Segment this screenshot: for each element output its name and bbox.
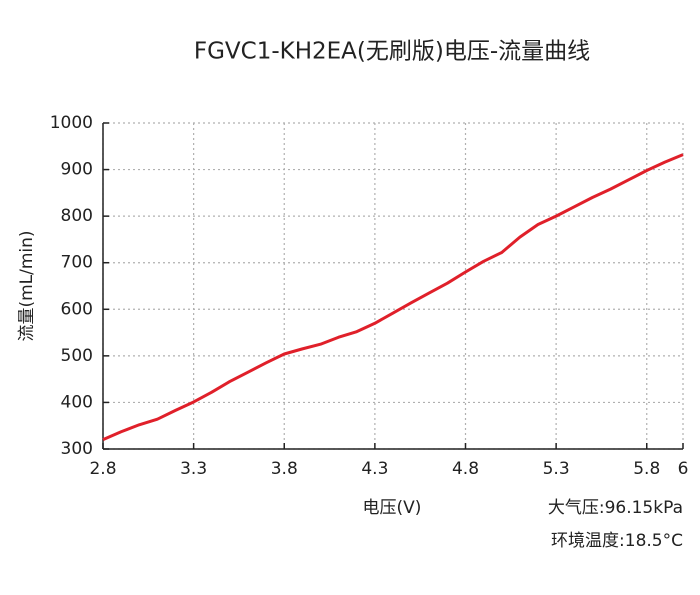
annotation: 环境温度:18.5°C [551,531,683,551]
x-tick-label: 3.3 [180,459,207,479]
x-tick-label: 3.8 [271,459,298,479]
y-tick-label: 300 [61,439,93,459]
y-tick-label: 700 [61,253,93,273]
y-axis-label: 流量(mL/min) [17,230,37,341]
y-tick-label: 800 [61,206,93,226]
x-tick-label: 5.8 [633,459,660,479]
y-tick-label: 400 [61,392,93,412]
y-tick-label: 900 [61,160,93,180]
annotation: 大气压:96.15kPa [548,498,683,518]
y-tick-label: 500 [61,346,93,366]
x-tick-label: 4.8 [452,459,479,479]
x-tick-label: 5.3 [543,459,570,479]
y-tick-label: 1000 [50,113,93,133]
data-line [102,153,684,442]
y-tick-label: 600 [61,299,93,319]
chart-title: FGVC1-KH2EA(无刷版)电压-流量曲线 [194,39,590,65]
x-tick-label: 2.8 [89,459,116,479]
x-tick-label: 4.3 [361,459,388,479]
x-axis-label: 电压(V) [363,498,422,518]
x-tick-label: 6 [678,459,689,479]
